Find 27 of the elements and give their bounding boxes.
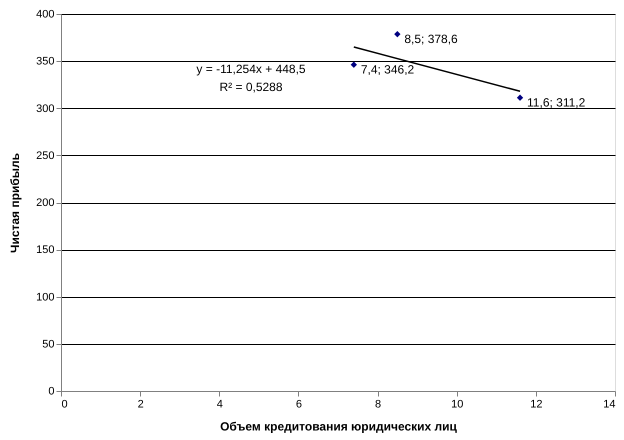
x-tick-label: 0 [62,398,68,410]
x-tick-label: 4 [216,398,223,410]
x-tick-label: 8 [375,398,382,410]
y-tick-label: 200 [36,197,54,209]
x-tick-label: 2 [138,398,144,410]
y-axis-title: Чистая прибыль [8,153,22,253]
point [394,31,401,38]
x-tick-label: 14 [603,398,616,410]
y-tick-label: 0 [48,386,54,398]
data-label: 7,4; 346,2 [360,62,415,77]
y-tick-label: 50 [42,338,54,350]
x-axis-title: Объем кредитования юридических лиц [220,420,458,434]
y-tick-label: 250 [36,150,54,162]
data-label: 8,5; 378,6 [404,32,458,46]
y-tick-label: 350 [36,56,54,68]
y-tick-label: 300 [36,102,54,115]
annotation: R² = 0,5288 [219,80,283,94]
data-label: 11,6; 311,2 [527,96,586,110]
y-tick-label: 100 [36,291,54,304]
x-tick-label: 6 [296,398,302,410]
point [350,62,357,68]
y-tick-label: 400 [36,8,54,20]
annotation: y = -11,254x + 448,5 [196,62,306,76]
y-tick-label: 150 [36,244,54,256]
x-tick-label: 10 [451,398,464,410]
point [516,94,524,101]
x-tick-label: 12 [530,398,542,410]
